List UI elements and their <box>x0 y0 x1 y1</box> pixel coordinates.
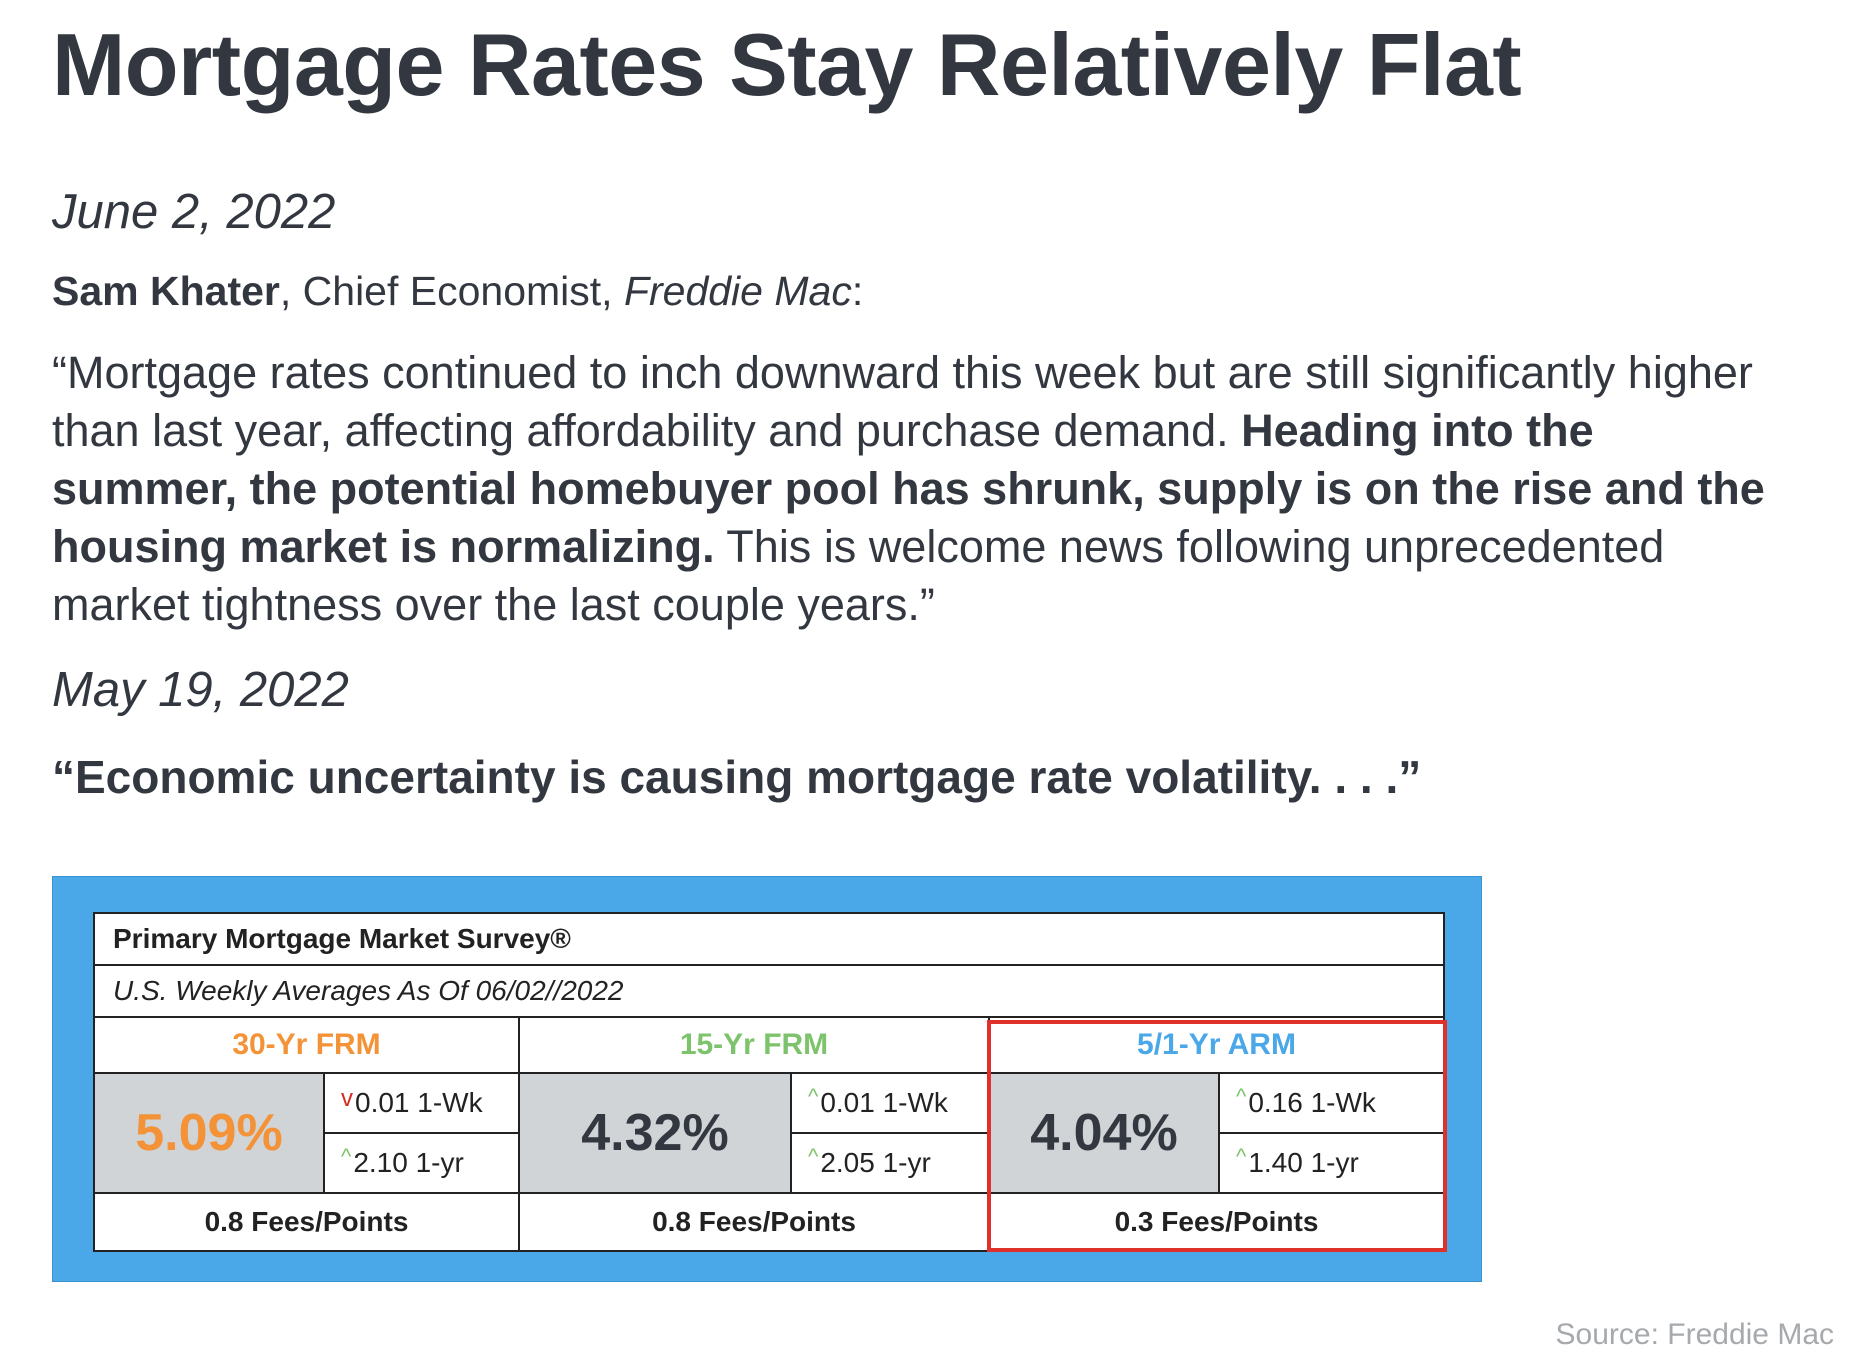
byline-colon: : <box>851 268 864 314</box>
rate-value-text: 5.09% <box>135 1104 283 1162</box>
arrow-up-icon: ^ <box>1236 1084 1247 1109</box>
rate-value: 4.32% <box>520 1074 792 1194</box>
rate-value-text: 4.32% <box>581 1104 729 1162</box>
weekly-change: ^ 0.01 1-Wk <box>792 1074 988 1134</box>
yearly-change-text: 2.10 1-yr <box>353 1147 464 1178</box>
weekly-change-text: 0.01 1-Wk <box>820 1087 948 1118</box>
column-label: 15-Yr FRM <box>520 1018 988 1074</box>
fees-points: 0.3 Fees/Points <box>1114 1206 1319 1237</box>
rate-value-text: 4.04% <box>1030 1104 1178 1162</box>
column-15yr-frm: 15-Yr FRM 4.32% ^ 0.01 1-Wk ^ 2.05 1-yr 0.… <box>520 1018 990 1250</box>
author-name: Sam Khater <box>52 268 280 314</box>
arrow-down-icon: v <box>341 1085 353 1112</box>
column-30yr-frm: 30-Yr FRM 5.09% v 0.01 1-Wk ^ 2.10 1-yr 0.… <box>95 1018 520 1250</box>
source-credit: Source: Freddie Mac <box>1555 1318 1834 1351</box>
survey-title: Primary Mortgage Market Survey® <box>95 914 1443 966</box>
column-label: 30-Yr FRM <box>95 1018 518 1074</box>
weekly-change-text: 0.16 1-Wk <box>1248 1087 1376 1118</box>
fees-points: 0.8 Fees/Points <box>652 1206 856 1237</box>
rate-value: 5.09% <box>95 1074 325 1194</box>
quote-text-bold: Heading into the summer, the potential h… <box>52 405 1765 572</box>
survey-table: Primary Mortgage Market Survey® U.S. Wee… <box>93 912 1445 1252</box>
weekly-change: v 0.01 1-Wk <box>325 1074 518 1134</box>
arrow-up-icon: ^ <box>341 1144 352 1169</box>
byline: Sam Khater, Chief Economist, Freddie Mac… <box>52 268 863 315</box>
quote-text-start: “Mortgage rates continued to inch downwa… <box>52 347 1753 456</box>
yearly-change-text: 2.05 1-yr <box>820 1147 931 1178</box>
entry-date: June 2, 2022 <box>52 185 336 239</box>
quote-paragraph: “Mortgage rates continued to inch downwa… <box>52 344 1772 634</box>
weekly-change: ^ 0.16 1-Wk <box>1220 1074 1443 1134</box>
survey-subtitle: U.S. Weekly Averages As Of 06/02//2022 <box>95 966 1443 1018</box>
quote-2: “Economic uncertainty is causing mortgag… <box>52 751 1422 803</box>
quote-text-end: This is welcome news following unprecede… <box>52 521 1665 630</box>
page-title: Mortgage Rates Stay Relatively Flat <box>52 15 1522 114</box>
arrow-up-icon: ^ <box>1236 1144 1247 1169</box>
yearly-change-text: 1.40 1-yr <box>1248 1147 1359 1178</box>
yearly-change: ^ 1.40 1-yr <box>1220 1134 1443 1194</box>
weekly-change-text: 0.01 1-Wk <box>355 1087 483 1118</box>
author-org: Freddie Mac <box>623 268 852 314</box>
column-label: 5/1-Yr ARM <box>990 1018 1443 1074</box>
arrow-up-icon: ^ <box>808 1084 819 1109</box>
column-5-1yr-arm: 5/1-Yr ARM 4.04% ^ 0.16 1-Wk ^ 1.40 1-yr 0… <box>990 1018 1443 1250</box>
arrow-up-icon: ^ <box>808 1144 819 1169</box>
yearly-change: ^ 2.10 1-yr <box>325 1134 518 1194</box>
yearly-change: ^ 2.05 1-yr <box>792 1134 988 1194</box>
survey-frame: Primary Mortgage Market Survey® U.S. Wee… <box>52 876 1482 1282</box>
rate-value: 4.04% <box>990 1074 1220 1194</box>
fees-points: 0.8 Fees/Points <box>204 1206 409 1237</box>
entry-date-2: May 19, 2022 <box>52 663 349 717</box>
author-role: , Chief Economist, <box>279 268 624 314</box>
